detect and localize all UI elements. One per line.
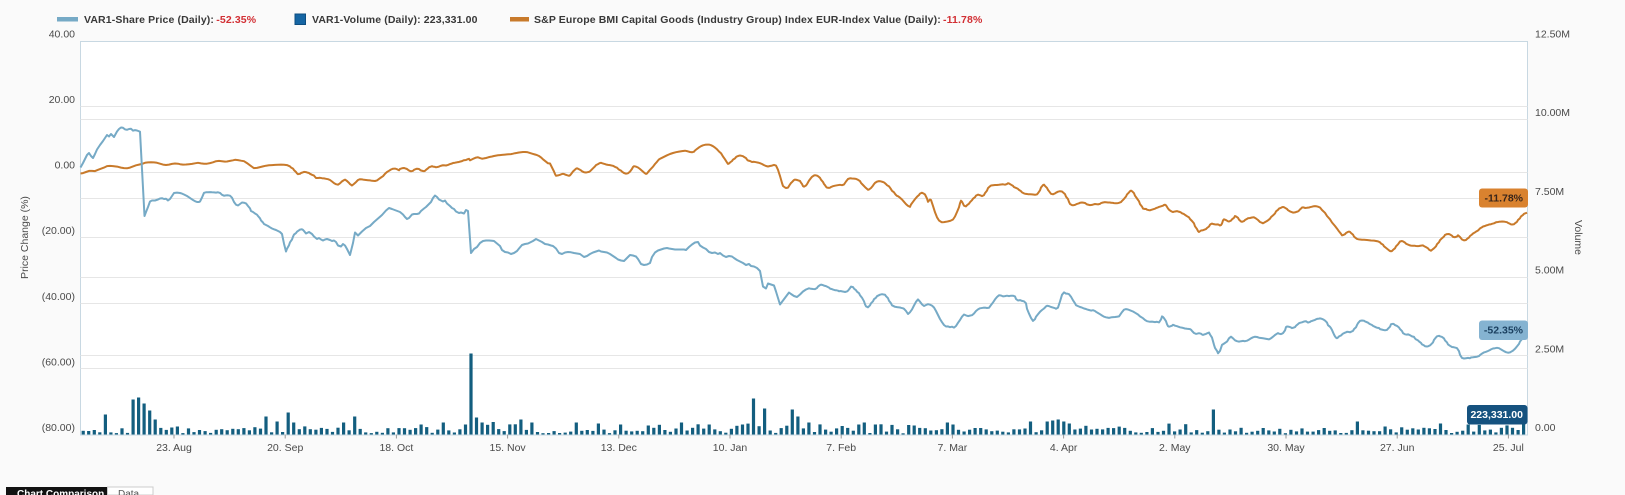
svg-text:23. Aug: 23. Aug	[156, 442, 192, 454]
svg-text:0.00: 0.00	[1535, 422, 1556, 434]
svg-text:5.00M: 5.00M	[1535, 265, 1564, 277]
svg-text:2.50M: 2.50M	[1535, 343, 1564, 355]
svg-text:18. Oct: 18. Oct	[379, 442, 413, 454]
svg-text:-52.35%: -52.35%	[1484, 325, 1524, 337]
svg-text:7. Mar: 7. Mar	[938, 442, 968, 454]
svg-text:40.00: 40.00	[49, 29, 75, 41]
svg-text:(60.00): (60.00)	[42, 356, 75, 368]
svg-text:S&P Europe BMI Capital Goods (: S&P Europe BMI Capital Goods (Industry G…	[534, 14, 983, 26]
svg-text:15. Nov: 15. Nov	[490, 442, 527, 454]
svg-text:223,331.00: 223,331.00	[1470, 409, 1523, 421]
svg-text:(80.00): (80.00)	[42, 422, 75, 434]
svg-text:30. May: 30. May	[1267, 442, 1305, 454]
svg-text:Data: Data	[118, 489, 140, 495]
svg-text:Chart Comparison: Chart Comparison	[17, 489, 104, 495]
svg-text:10.00M: 10.00M	[1535, 107, 1570, 119]
svg-text:20. Sep: 20. Sep	[267, 442, 303, 454]
svg-text:(20.00): (20.00)	[42, 225, 75, 237]
svg-text:VAR1-Share Price (Daily): -52.: VAR1-Share Price (Daily): -52.35%	[84, 14, 257, 26]
svg-text:20.00: 20.00	[49, 94, 75, 106]
svg-text:Price Change (%): Price Change (%)	[19, 196, 31, 279]
svg-text:27. Jun: 27. Jun	[1380, 442, 1415, 454]
svg-text:VAR1-Volume (Daily): 223,331.0: VAR1-Volume (Daily): 223,331.00	[312, 14, 478, 26]
svg-text:4. Apr: 4. Apr	[1050, 442, 1078, 454]
svg-text:7. Feb: 7. Feb	[826, 442, 856, 454]
svg-text:-11.78%: -11.78%	[1484, 193, 1523, 205]
svg-text:12.50M: 12.50M	[1535, 29, 1570, 41]
svg-text:10. Jan: 10. Jan	[713, 442, 748, 454]
svg-text:(40.00): (40.00)	[42, 291, 75, 303]
svg-text:25. Jul: 25. Jul	[1493, 442, 1524, 454]
svg-text:Volume: Volume	[1572, 220, 1584, 255]
svg-text:13. Dec: 13. Dec	[601, 442, 637, 454]
svg-text:2. May: 2. May	[1159, 442, 1191, 454]
svg-text:0.00: 0.00	[55, 160, 76, 172]
svg-text:7.50M: 7.50M	[1535, 186, 1564, 198]
